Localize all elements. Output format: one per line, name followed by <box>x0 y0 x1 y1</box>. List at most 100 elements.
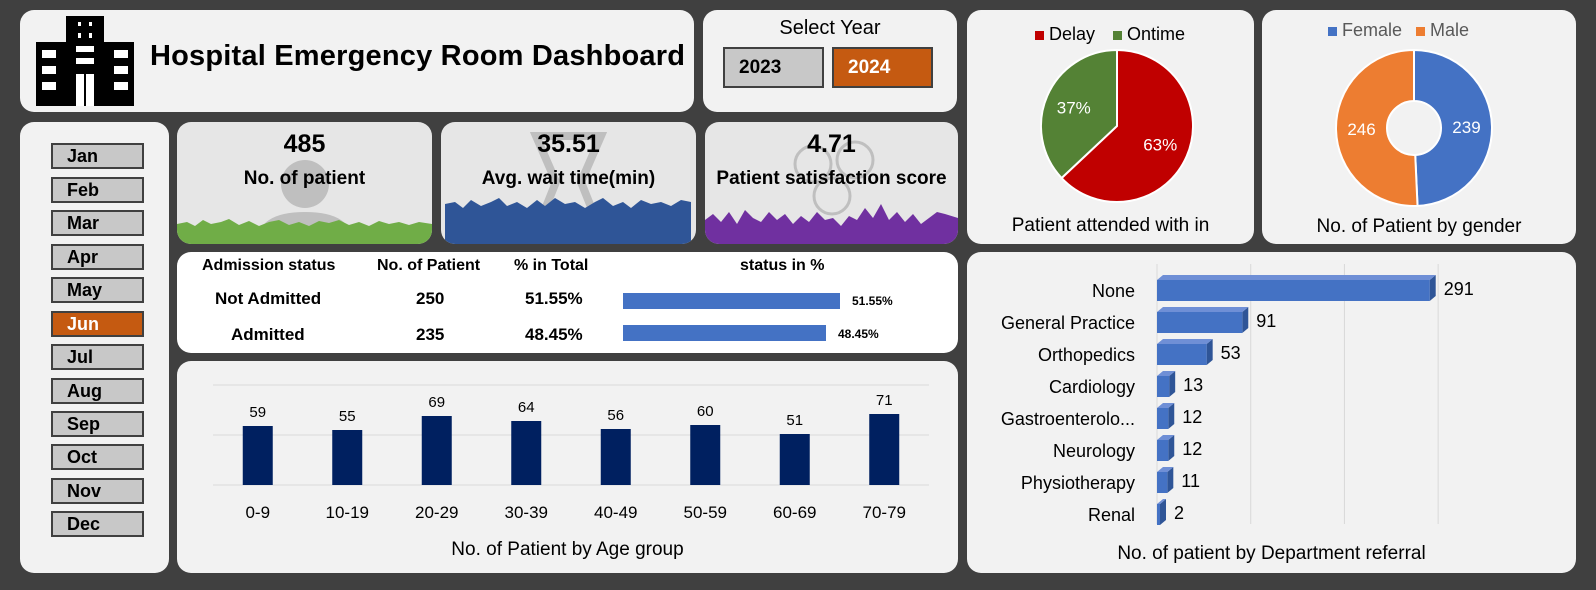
month-button-aug[interactable]: Aug <box>51 378 144 404</box>
age-data-label: 59 <box>249 404 266 421</box>
month-button-feb[interactable]: Feb <box>51 177 144 203</box>
year-button-2024[interactable]: 2024 <box>832 47 933 88</box>
dept-bar <box>1157 312 1243 333</box>
pie-slice <box>1060 48 1194 203</box>
dept-data-label: 291 <box>1444 279 1474 299</box>
dept-bar-top <box>1157 339 1213 344</box>
age-data-label: 71 <box>876 392 893 409</box>
month-button-dec[interactable]: Dec <box>51 511 144 537</box>
kpi-patients-label: No. of patient <box>243 168 366 189</box>
pie-data-label: 239 <box>1452 118 1480 137</box>
kpi-wait-label: Avg. wait time(min) <box>481 168 656 189</box>
table-data-bar <box>623 325 826 341</box>
kpi-satisfaction-card: 4.71 Patient satisfaction score <box>705 122 958 244</box>
table-cell-status: Not Admitted <box>215 289 322 308</box>
month-slicer: Jan Feb Mar Apr May Jun Jul Aug Sep Oct … <box>20 122 169 573</box>
dept-data-label: 12 <box>1182 439 1202 459</box>
dept-bar <box>1157 376 1170 397</box>
ontime-pie-plot: Delay Ontime 63% 37% <box>1035 24 1194 203</box>
age-data-label: 60 <box>697 403 714 420</box>
legend-label: Ontime <box>1127 24 1185 44</box>
dept-data-label: 2 <box>1174 503 1184 523</box>
month-button-nov[interactable]: Nov <box>51 478 144 504</box>
year-selector-label: Select Year <box>779 17 881 39</box>
admission-table: Admission status No. of Patient % in Tot… <box>177 252 958 353</box>
dept-tick-label: Physiotherapy <box>1021 473 1135 493</box>
age-tick-label: 50-59 <box>684 503 727 522</box>
dept-bar-side <box>1160 499 1166 525</box>
gender-donut-chart: Female Male 239 246 No. of Patient by gende… <box>1262 10 1576 244</box>
age-data-label: 64 <box>518 399 535 416</box>
month-button-oct[interactable]: Oct <box>51 444 144 470</box>
dept-bar-side <box>1242 307 1249 333</box>
age-data-label: 56 <box>607 407 624 424</box>
age-data-label: 51 <box>786 412 803 429</box>
pie-slice <box>1413 48 1493 207</box>
month-button-may[interactable]: May <box>51 277 144 303</box>
legend-swatch <box>1328 27 1337 36</box>
dept-bar <box>1157 504 1160 525</box>
dept-data-label: 11 <box>1181 471 1200 491</box>
month-button-jan[interactable]: Jan <box>51 143 144 169</box>
pie-data-label: 63% <box>1143 136 1177 155</box>
month-button-jul[interactable]: Jul <box>51 344 144 370</box>
table-header-pct: % in Total <box>514 257 589 274</box>
kpi-wait-card: 35.51 Avg. wait time(min) <box>441 122 696 244</box>
age-group-chart: 59 0-9 55 10-19 69 20-29 64 30-39 56 40-49 60 50-59… <box>177 361 958 573</box>
age-data-label: 69 <box>428 394 445 411</box>
dept-bar-side <box>1429 275 1436 301</box>
dept-data-label: 53 <box>1221 343 1241 363</box>
dept-bar-side <box>1167 467 1174 493</box>
age-data-label: 55 <box>339 408 356 425</box>
dept-bar <box>1157 408 1169 429</box>
dept-tick-label: Neurology <box>1053 441 1135 461</box>
dept-bar-side <box>1169 371 1176 397</box>
kpi-satisfaction-label: Patient satisfaction score <box>716 168 947 189</box>
dept-tick-label: None <box>1092 281 1135 301</box>
age-tick-label: 10-19 <box>326 503 369 522</box>
dept-bar-side <box>1168 403 1175 429</box>
table-cell-status: Admitted <box>231 325 305 344</box>
dept-tick-label: Renal <box>1088 505 1135 525</box>
age-bar <box>690 425 721 485</box>
kpi-satisfaction-value: 4.71 <box>807 130 856 158</box>
dept-bar-side <box>1168 435 1175 461</box>
ontime-chart-title: Patient attended with in <box>1011 215 1210 236</box>
dept-tick-label: Cardiology <box>1049 377 1135 397</box>
dept-bar <box>1157 440 1169 461</box>
dept-data-label: 12 <box>1182 407 1202 427</box>
table-data-bar <box>623 293 840 309</box>
table-header-status: Admission status <box>202 257 336 274</box>
age-bar <box>242 426 273 485</box>
month-button-mar[interactable]: Mar <box>51 210 144 236</box>
kpi-sparkline <box>705 204 958 244</box>
dept-bar-side <box>1206 339 1213 365</box>
legend-swatch <box>1416 27 1425 36</box>
dept-bar-top <box>1157 275 1436 280</box>
table-cell-pct: 51.55% <box>525 289 583 308</box>
dept-bar-top <box>1157 435 1175 440</box>
month-button-sep[interactable]: Sep <box>51 411 144 437</box>
age-chart-plot: 59 0-9 55 10-19 69 20-29 64 30-39 56 40-49 60 50-59… <box>213 384 929 522</box>
age-bar <box>779 434 810 485</box>
year-button-2023[interactable]: 2023 <box>723 47 824 88</box>
patient-silhouette-icon <box>177 160 432 244</box>
page-title: Hospital Emergency Room Dashboard <box>150 40 686 72</box>
pie-data-label: 37% <box>1057 98 1091 117</box>
ontime-pie-chart: Delay Ontime 63% 37% Patient attended with … <box>967 10 1254 244</box>
dept-tick-label: Gastroenterolo... <box>1001 409 1135 429</box>
dept-bar-top <box>1157 467 1174 472</box>
dept-chart-title: No. of patient by Department referral <box>1117 543 1426 564</box>
age-tick-label: 70-79 <box>863 503 906 522</box>
month-button-jun[interactable]: Jun <box>51 311 144 337</box>
age-bar <box>869 414 900 485</box>
age-bar <box>511 421 542 485</box>
legend-swatch <box>1113 31 1122 40</box>
dept-bar-top <box>1157 499 1166 504</box>
month-button-apr[interactable]: Apr <box>51 244 144 270</box>
smiley-faces-icon <box>705 140 958 244</box>
gender-chart-title: No. of Patient by gender <box>1316 216 1522 237</box>
dept-tick-label: General Practice <box>1001 313 1135 333</box>
kpi-sparkline <box>177 219 432 244</box>
title-panel: Hospital Emergency Room Dashboard <box>20 10 694 112</box>
